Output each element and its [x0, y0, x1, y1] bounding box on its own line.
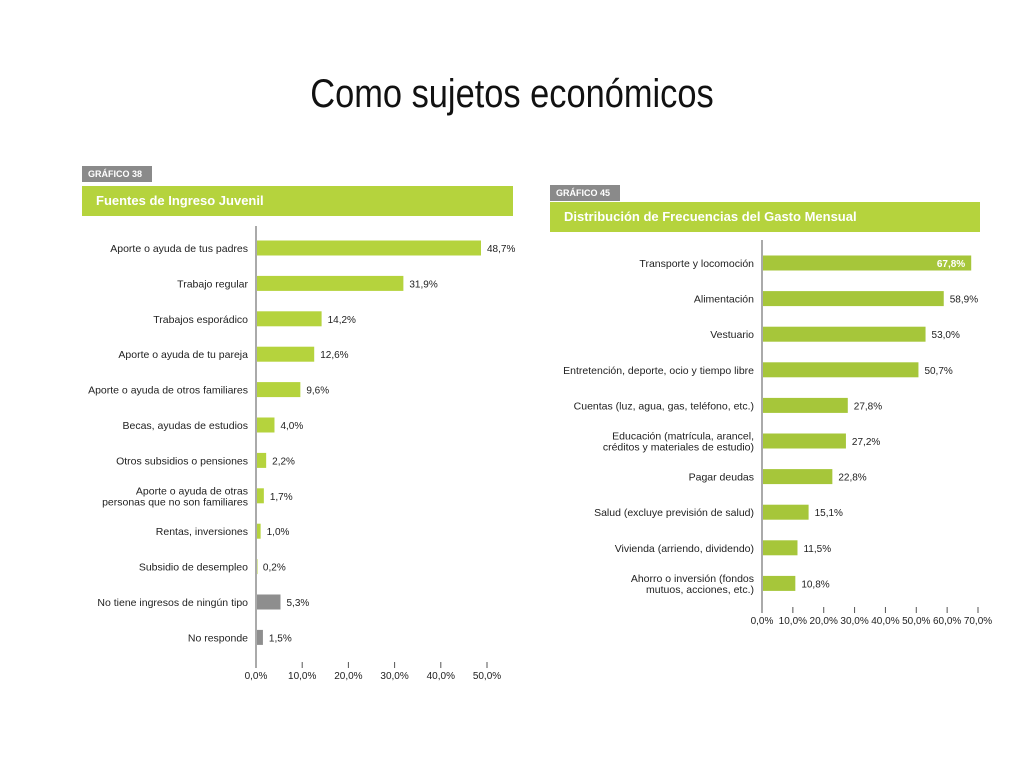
bar: [763, 504, 809, 520]
chart-title: Fuentes de Ingreso Juvenil: [82, 186, 513, 216]
bar: [257, 594, 281, 610]
category-label: Alimentación: [694, 294, 754, 306]
category-label: Otros subsidios o pensiones: [116, 455, 248, 467]
bar: [763, 255, 972, 271]
slide-title: Como sujetos económicos: [310, 72, 714, 116]
data-label: 67,8%: [937, 259, 965, 270]
bar: [257, 346, 315, 362]
category-label: Aporte o ayuda de tu pareja: [118, 349, 248, 361]
x-tick-label: 60,0%: [933, 616, 961, 627]
bar: [763, 362, 919, 378]
data-label: 22,8%: [838, 473, 866, 484]
category-label: Vestuario: [710, 329, 754, 341]
bar: [257, 382, 301, 398]
data-label: 50,7%: [924, 366, 952, 377]
data-label: 27,8%: [854, 401, 882, 412]
category-label: Subsidio de desempleo: [139, 562, 248, 574]
bar: [763, 291, 944, 307]
category-label: Aporte o ayuda de otras personas que no s…: [102, 485, 248, 508]
data-label: 9,6%: [306, 386, 329, 397]
category-label: No tiene ingresos de ningún tipo: [97, 597, 248, 609]
x-tick-label: 30,0%: [380, 671, 408, 682]
bar: [257, 488, 264, 504]
category-label: Rentas, inversiones: [156, 526, 248, 538]
chart-title: Distribución de Frecuencias del Gasto Me…: [550, 202, 980, 232]
data-label: 11,5%: [803, 544, 831, 555]
category-label: Salud (excluye previsión de salud): [594, 507, 754, 519]
x-tick-label: 50,0%: [473, 671, 501, 682]
chart-plot: 0,0% 10,0% 20,0% 30,0% 40,0% 50,0% 60,0% 70,0% T…: [563, 240, 992, 627]
data-label: 48,7%: [487, 244, 515, 255]
category-label: Trabajos esporádico: [153, 314, 248, 326]
data-label: 5,3%: [286, 598, 309, 609]
bar: [763, 575, 796, 591]
x-tick-label: 0,0%: [245, 671, 268, 682]
category-label: Aporte o ayuda de tus padres: [110, 243, 248, 255]
x-tick-label: 10,0%: [288, 671, 316, 682]
x-tick-label: 0,0%: [751, 616, 774, 627]
x-tick-label: 70,0%: [964, 616, 992, 627]
category-label: Entretención, deporte, ocio y tiempo lib…: [563, 365, 754, 377]
category-label: Transporte y locomoción: [639, 258, 754, 270]
x-tick-label: 20,0%: [334, 671, 362, 682]
category-label: Ahorro o inversión (fondos mutuos, accion…: [631, 573, 754, 596]
data-label: 0,2%: [263, 563, 286, 574]
data-label: 15,1%: [815, 508, 843, 519]
bar: [763, 469, 833, 485]
category-label: Educación (matrícula, arancel, créditos y…: [603, 431, 754, 454]
data-label: 1,7%: [270, 492, 293, 503]
chart-plot: 0,0% 10,0% 20,0% 30,0% 40,0% 50,0% Aporte o ay…: [88, 226, 515, 682]
bar: [257, 629, 263, 645]
category-label: Aporte o ayuda de otros familiares: [88, 385, 248, 397]
bar: [257, 311, 322, 327]
bar: [257, 452, 267, 468]
data-label: 10,8%: [801, 579, 829, 590]
x-tick-label: 10,0%: [779, 616, 807, 627]
data-label: 1,0%: [267, 527, 290, 538]
data-label: 12,6%: [320, 350, 348, 361]
bar: [257, 417, 275, 433]
category-label: Vivienda (arriendo, dividendo): [615, 543, 754, 555]
data-label: 31,9%: [409, 279, 437, 290]
category-label: Pagar deudas: [689, 472, 754, 484]
data-label: 58,9%: [950, 295, 978, 306]
category-label: No responde: [188, 632, 248, 644]
category-label: Becas, ayudas de estudios: [123, 420, 249, 432]
chart-tag: GRÁFICO 45: [550, 185, 620, 201]
data-label: 53,0%: [932, 330, 960, 341]
bar: [763, 397, 848, 413]
chart-tag: GRÁFICO 38: [82, 166, 152, 182]
bar: [257, 275, 404, 291]
x-tick-label: 40,0%: [871, 616, 899, 627]
chart-gasto-mensual: GRÁFICO 45 Distribución de Frecuencias d…: [550, 185, 992, 635]
data-label: 1,5%: [269, 633, 292, 644]
chart-fuentes-ingreso: GRÁFICO 38 Fuentes de Ingreso Juvenil 0,…: [82, 166, 522, 686]
x-tick-label: 30,0%: [840, 616, 868, 627]
data-label: 14,2%: [328, 315, 356, 326]
x-tick-label: 20,0%: [810, 616, 838, 627]
bar: [763, 433, 846, 449]
category-label: Cuentas (luz, agua, gas, teléfono, etc.): [574, 400, 754, 412]
data-label: 27,2%: [852, 437, 880, 448]
bar: [257, 559, 258, 575]
bar: [257, 523, 261, 539]
data-label: 4,0%: [280, 421, 303, 432]
bar: [763, 540, 798, 556]
x-tick-label: 50,0%: [902, 616, 930, 627]
x-tick-label: 40,0%: [427, 671, 455, 682]
bar: [763, 326, 926, 342]
data-label: 2,2%: [272, 456, 295, 467]
category-label: Trabajo regular: [177, 278, 248, 290]
bar: [257, 240, 481, 256]
